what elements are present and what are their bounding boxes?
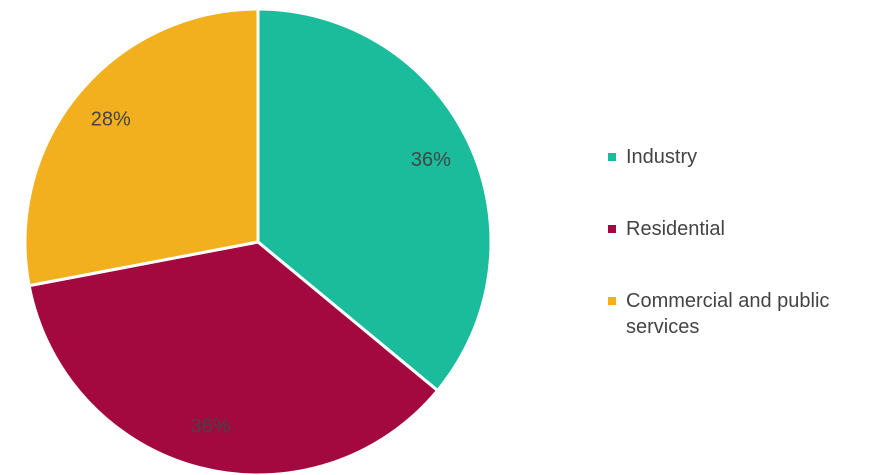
legend-swatch [608,153,616,161]
data-label: 36% [411,149,451,171]
legend: Industry Residential Commercial and public… [608,144,858,386]
legend-swatch [608,225,616,233]
legend-item: Residential [608,216,858,242]
legend-item: Commercial and public services [608,288,858,340]
legend-label: Residential [626,218,725,240]
legend-item: Industry [608,144,858,170]
legend-swatch [608,297,616,305]
pie-slice [256,7,493,393]
legend-label: Commercial and public services [626,290,830,338]
legend-label: Industry [626,146,698,168]
data-label: 28% [91,108,131,130]
pie-slice [23,7,260,288]
pie-slice [27,240,440,475]
data-label: 36% [190,415,230,437]
